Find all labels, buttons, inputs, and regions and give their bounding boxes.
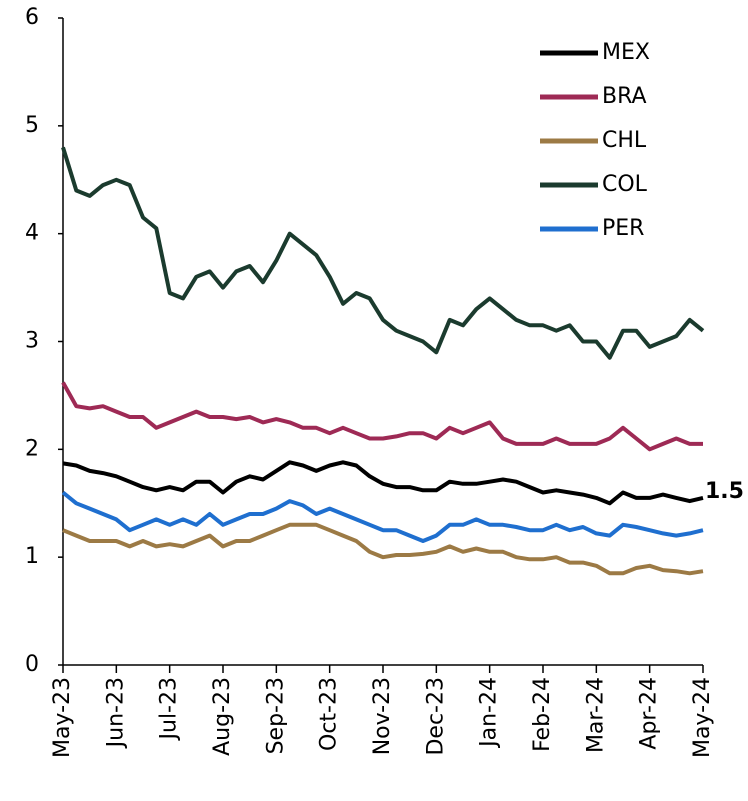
- y-tick-label: 6: [25, 5, 39, 30]
- series-line: [61, 381, 703, 452]
- series-line: [62, 522, 704, 576]
- x-tick-label: Mar-24: [583, 677, 608, 753]
- x-tick-label: Dec-23: [423, 677, 448, 756]
- x-tick-label: Jun-23: [103, 677, 128, 749]
- x-tick-label: Apr-24: [637, 677, 662, 750]
- y-tick-label: 0: [25, 652, 39, 677]
- x-tick-label: Oct-23: [317, 677, 342, 751]
- x-tick-label: May-24: [690, 677, 715, 758]
- y-tick-label: 2: [25, 436, 39, 461]
- x-tick-label: Jul-23: [157, 677, 182, 741]
- y-tick-label: 1: [25, 544, 39, 569]
- y-tick-label: 5: [25, 113, 39, 138]
- x-tick-label: Jan-24: [477, 677, 502, 749]
- series-line: [61, 146, 705, 360]
- annotation: 1.5: [705, 479, 744, 504]
- series-line: [62, 460, 704, 506]
- legend-label: BRA: [602, 84, 647, 109]
- legend-label: COL: [602, 172, 648, 197]
- x-tick-label: Feb-24: [530, 677, 555, 752]
- x-tick-label: Nov-23: [370, 677, 395, 755]
- x-tick-label: May-23: [50, 677, 75, 758]
- legend-label: MEX: [602, 40, 650, 65]
- x-tick-label: Aug-23: [210, 677, 235, 756]
- legend-label: PER: [602, 216, 644, 241]
- y-tick-label: 4: [25, 221, 39, 246]
- y-tick-label: 3: [25, 329, 39, 354]
- series-line: [61, 490, 704, 543]
- x-tick-label: Sep-23: [263, 677, 288, 754]
- legend-label: CHL: [602, 128, 647, 153]
